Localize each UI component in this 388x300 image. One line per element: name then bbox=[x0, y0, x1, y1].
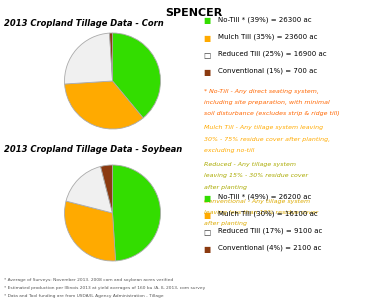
Text: ■: ■ bbox=[204, 16, 211, 26]
Wedge shape bbox=[64, 33, 113, 84]
Wedge shape bbox=[113, 33, 161, 118]
Wedge shape bbox=[109, 33, 113, 81]
Text: * Data and Tool funding are from USDA/IL Agency Administration - Tillage: * Data and Tool funding are from USDA/IL… bbox=[4, 294, 163, 298]
Text: Reduced - Any tillage system: Reduced - Any tillage system bbox=[204, 162, 296, 167]
Text: Conventional (4%) = 2100 ac: Conventional (4%) = 2100 ac bbox=[218, 245, 322, 251]
Text: ■: ■ bbox=[204, 194, 211, 202]
Text: * No-Till - Any direct seating system,: * No-Till - Any direct seating system, bbox=[204, 88, 319, 94]
Text: 2013 Cropland Tillage Data - Corn: 2013 Cropland Tillage Data - Corn bbox=[4, 20, 164, 28]
Text: after planting: after planting bbox=[204, 184, 247, 190]
Text: after planting: after planting bbox=[204, 221, 247, 226]
Wedge shape bbox=[66, 167, 113, 213]
Text: □: □ bbox=[204, 228, 211, 237]
Text: * Average of Surveys: November 2013. 2008 corn and soybean acres verified: * Average of Surveys: November 2013. 200… bbox=[4, 278, 173, 281]
Text: Reduced Till (25%) = 16900 ac: Reduced Till (25%) = 16900 ac bbox=[218, 51, 327, 57]
Wedge shape bbox=[65, 81, 143, 129]
Text: SPENCER: SPENCER bbox=[165, 8, 223, 17]
Text: excluding no-till: excluding no-till bbox=[204, 148, 254, 153]
Text: ■: ■ bbox=[204, 211, 211, 220]
Text: Conventional (1%) = 700 ac: Conventional (1%) = 700 ac bbox=[218, 68, 318, 74]
Text: Mulch Till - Any tillage system leaving: Mulch Till - Any tillage system leaving bbox=[204, 125, 323, 130]
Text: ■: ■ bbox=[204, 68, 211, 77]
Text: No-Till * (39%) = 26300 ac: No-Till * (39%) = 26300 ac bbox=[218, 16, 312, 23]
Text: soil disturbance (excludes strip & ridge till): soil disturbance (excludes strip & ridge… bbox=[204, 111, 340, 116]
Text: leaving less than 15% residue cover: leaving less than 15% residue cover bbox=[204, 210, 318, 215]
Text: Mulch Till (30%) = 16100 ac: Mulch Till (30%) = 16100 ac bbox=[218, 211, 318, 217]
Wedge shape bbox=[64, 201, 116, 261]
Text: Reduced Till (17%) = 9100 ac: Reduced Till (17%) = 9100 ac bbox=[218, 228, 323, 234]
Text: Conventional - Any tillage system: Conventional - Any tillage system bbox=[204, 199, 310, 204]
Text: 2013 Cropland Tillage Data - Soybean: 2013 Cropland Tillage Data - Soybean bbox=[4, 146, 182, 154]
Text: including site preparation, with minimal: including site preparation, with minimal bbox=[204, 100, 329, 105]
Text: * Estimated production per Illinois 2013 at yield averages of 160 bu /A, IL 2013: * Estimated production per Illinois 2013… bbox=[4, 286, 205, 290]
Text: No-Till * (49%) = 26200 ac: No-Till * (49%) = 26200 ac bbox=[218, 194, 312, 200]
Text: ■: ■ bbox=[204, 245, 211, 254]
Text: □: □ bbox=[204, 51, 211, 60]
Wedge shape bbox=[113, 165, 161, 261]
Text: 30% - 75% residue cover after planting,: 30% - 75% residue cover after planting, bbox=[204, 136, 330, 142]
Wedge shape bbox=[100, 165, 113, 213]
Text: Mulch Till (35%) = 23600 ac: Mulch Till (35%) = 23600 ac bbox=[218, 34, 318, 40]
Text: ■: ■ bbox=[204, 34, 211, 43]
Text: leaving 15% - 30% residue cover: leaving 15% - 30% residue cover bbox=[204, 173, 308, 178]
